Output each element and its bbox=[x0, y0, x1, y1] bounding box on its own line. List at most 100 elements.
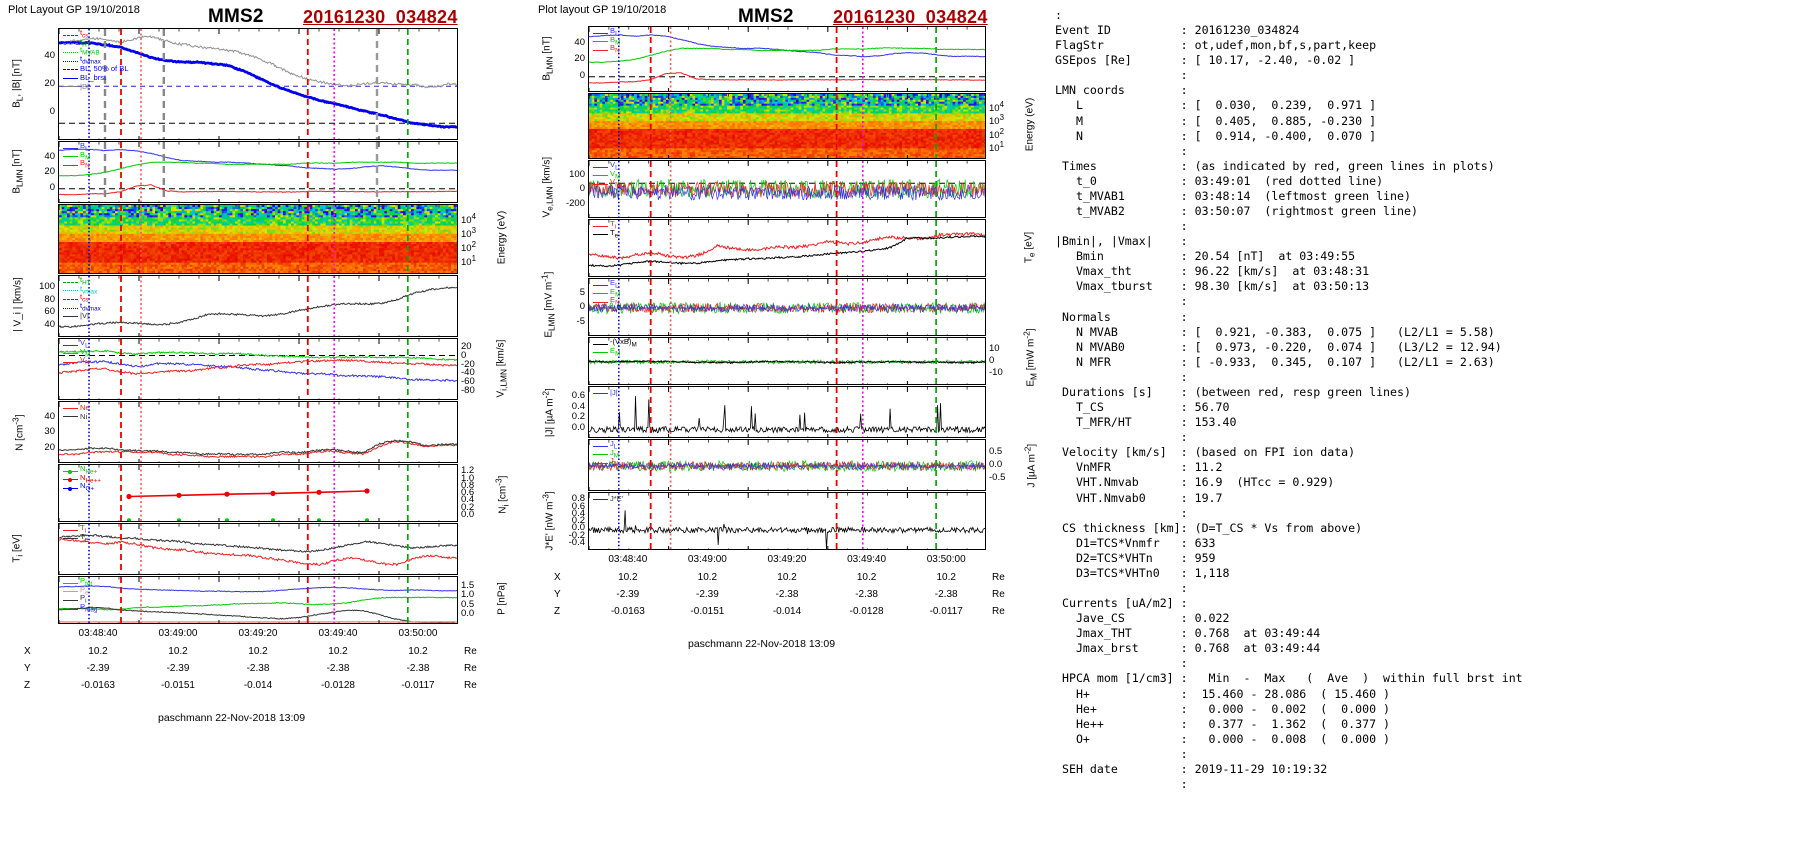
panel-ion-spectrogram-ytick: 103 bbox=[989, 113, 1004, 128]
panel-b-lmn-ytick: 40 bbox=[44, 150, 55, 162]
panel-jdote-ytick: 0.2 bbox=[571, 515, 585, 526]
coord-cell: 10.2 bbox=[697, 572, 718, 583]
info-line: T_CS : 56.70 bbox=[1055, 400, 1230, 415]
x-tick-label: 03:49:20 bbox=[767, 554, 807, 565]
panel-ion-spectrogram-ylabel: Energy (eV) bbox=[1024, 97, 1036, 152]
panel-ion-speed-ytick: 80 bbox=[44, 293, 55, 305]
info-line: Vmax_tht : 96.22 [km/s] at 03:48:31 bbox=[1055, 264, 1370, 279]
panel-b-lmn-canvas bbox=[589, 27, 985, 91]
position-coordinate-table: X 10.2 10.2 10.2 10.2 10.2 Re Y -2.39 -2.39 -2.38 -… bbox=[24, 646, 496, 700]
info-line: N MVAB0 : [ 0.973, -0.220, 0.074 ] (L3/L… bbox=[1055, 339, 1502, 354]
info-line: Durations [s] : (between red, resp green… bbox=[1055, 384, 1411, 399]
info-line: t_0 : 03:49:01 (red dotted line) bbox=[1055, 173, 1384, 188]
panel-b-lmn-ylabel: BLMN [nT] bbox=[541, 36, 555, 81]
panel-bl-babs bbox=[58, 28, 458, 140]
panel-ion-spectrogram bbox=[588, 93, 986, 159]
coord-cell: -0.0117 bbox=[401, 680, 435, 691]
coord-cell: -0.0151 bbox=[161, 680, 195, 691]
panel-v-lmn-ylabel: Vi,LMN [km/s] bbox=[495, 339, 509, 398]
info-line: Normals : bbox=[1055, 309, 1188, 324]
panel-hpca-density-ytick: 0.6 bbox=[461, 487, 475, 498]
panel-current-lmn bbox=[588, 439, 986, 491]
info-line: : bbox=[1055, 580, 1188, 595]
coord-cell: -2.38 bbox=[775, 589, 799, 600]
info-line: N : [ 0.914, -0.400, 0.070 ] bbox=[1055, 128, 1377, 143]
panel-ion-spectrogram-ytick: 103 bbox=[461, 226, 476, 241]
coord-cell: -0.0128 bbox=[849, 606, 884, 617]
x-tick-label: 03:50:00 bbox=[398, 628, 438, 639]
panel-current-magnitude-ytick: 0.4 bbox=[571, 400, 585, 412]
info-line: : bbox=[1055, 430, 1188, 445]
panel-pressure-ytick: 0.5 bbox=[461, 598, 475, 610]
panel-ve-lmn-canvas bbox=[589, 161, 985, 217]
coord-row-unit: Re bbox=[464, 646, 477, 657]
panel-b-lmn bbox=[58, 141, 458, 203]
coord-cell: 10.2 bbox=[88, 646, 108, 657]
coord-cell: 10.2 bbox=[936, 572, 956, 583]
panel-jdote-ytick: 0.6 bbox=[571, 500, 585, 512]
coord-cell: -2.38 bbox=[934, 589, 958, 600]
coord-cell: 10.2 bbox=[618, 572, 638, 583]
panel-current-magnitude bbox=[588, 386, 986, 438]
info-line: H+ : 15.460 - 28.086 ( 15.460 ) bbox=[1055, 686, 1391, 701]
panel-v-lmn-canvas bbox=[59, 339, 457, 399]
panel-pressure-ytick: 1.0 bbox=[461, 589, 475, 601]
panel-ion-spectrogram-ytick: 104 bbox=[989, 100, 1004, 115]
panel-pressure-ylabel: P [nPa] bbox=[496, 582, 508, 615]
coord-cell: -0.0128 bbox=[321, 680, 355, 691]
panel-current-magnitude-ytick: 0.6 bbox=[571, 390, 585, 402]
info-line: T_MFR/HT : 153.40 bbox=[1055, 415, 1237, 430]
x-tick-label: 03:49:00 bbox=[158, 628, 198, 639]
info-line: VHT.Nmvab0 : 19.7 bbox=[1055, 490, 1223, 505]
panel-bl-babs-ytick: 0 bbox=[49, 106, 55, 117]
panel-jdote-ytick: -0.4 bbox=[568, 536, 585, 548]
panel-ve-lmn-ytick: 100 bbox=[569, 168, 585, 180]
info-line: D1=TCS*Vnmfr : 633 bbox=[1055, 535, 1216, 550]
event-id-title: 20161230_034824 bbox=[303, 7, 458, 27]
panel-current-lmn-canvas bbox=[589, 440, 985, 490]
panel-hpca-density-ytick: 0.0 bbox=[461, 508, 475, 520]
footer-credit: paschmann 22-Nov-2018 13:09 bbox=[688, 638, 836, 650]
panel-pressure-ytick: 1.5 bbox=[461, 579, 475, 591]
info-line: : bbox=[1055, 219, 1188, 234]
panel-b-lmn-ytick: 20 bbox=[574, 53, 585, 64]
panel-ion-speed-ytick: 100 bbox=[39, 281, 55, 293]
panel-v-lmn-ytick: 0 bbox=[461, 349, 467, 361]
panel-b-lmn-ytick: 0 bbox=[49, 181, 55, 193]
info-line: : bbox=[1055, 68, 1188, 83]
coord-cell: -0.014 bbox=[243, 680, 273, 691]
info-line: FlagStr : ot,udef,mon,bf,s,part,keep bbox=[1055, 38, 1377, 53]
coord-row-label: X bbox=[554, 572, 561, 583]
panel-ion-spectrogram-ytick: 102 bbox=[461, 240, 476, 255]
info-line: Bmin : 20.54 [nT] at 03:49:55 bbox=[1055, 249, 1356, 264]
panel-ion-spectrogram-ytick: 101 bbox=[461, 254, 476, 269]
panel-bl-babs-canvas bbox=[59, 29, 457, 139]
info-line: : bbox=[1055, 746, 1188, 761]
panel-ion-temperature-ylabel: Ti [eV] bbox=[11, 534, 25, 563]
coord-row-label: Y bbox=[24, 663, 31, 674]
info-line: He+ : 0.000 - 0.002 ( 0.000 ) bbox=[1055, 701, 1391, 716]
panel-v-lmn-ytick: -60 bbox=[461, 376, 475, 388]
panel-density-ytick: 30 bbox=[44, 426, 55, 437]
middle-plot-column: Plot layout GP 19/10/2018 MMS2 20161230_03… bbox=[528, 0, 1048, 841]
panel-ion-spectrogram-canvas bbox=[59, 205, 457, 273]
info-line: CS thickness [km]: (D=T_CS * Vs from abo… bbox=[1055, 520, 1363, 535]
panel-ion-speed-ylabel: | V_i | [km/s] bbox=[12, 277, 24, 332]
panel-b-lmn-ytick: 40 bbox=[574, 36, 585, 48]
panel-pressure bbox=[58, 576, 458, 624]
coord-cell: -2.38 bbox=[855, 589, 878, 600]
coord-cell: -0.0163 bbox=[81, 680, 115, 691]
panel-energy-flux-m bbox=[588, 337, 986, 385]
panel-v-lmn-ytick: 20 bbox=[461, 340, 472, 352]
coord-row-label: Z bbox=[554, 606, 561, 617]
coord-cell: 10.2 bbox=[328, 646, 348, 657]
panel-temperature-canvas bbox=[589, 220, 985, 276]
info-line: Event ID : 20161230_034824 bbox=[1055, 23, 1300, 38]
info-line: LMN coords : bbox=[1055, 83, 1188, 98]
panel-b-lmn-canvas bbox=[59, 142, 457, 202]
panel-ion-spectrogram-ytick: 101 bbox=[989, 139, 1004, 154]
info-line: : bbox=[1055, 8, 1062, 22]
panel-bl-babs-ytick: 40 bbox=[44, 50, 55, 61]
coord-cell: -0.014 bbox=[772, 606, 802, 617]
panel-current-magnitude-ytick: 0.0 bbox=[571, 421, 585, 433]
